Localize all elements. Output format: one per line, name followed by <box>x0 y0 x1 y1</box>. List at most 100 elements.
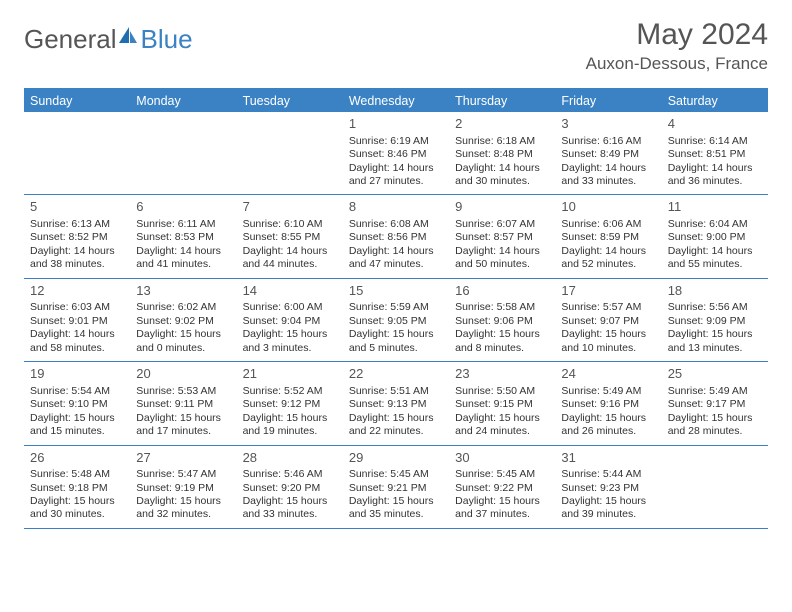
sunrise-text: Sunrise: 6:07 AM <box>455 218 549 231</box>
daylight-text: Daylight: 15 hours and 10 minutes. <box>561 328 655 355</box>
sunrise-text: Sunrise: 6:13 AM <box>30 218 124 231</box>
sunrise-text: Sunrise: 6:19 AM <box>349 135 443 148</box>
day-number: 28 <box>243 450 337 467</box>
daylight-text: Daylight: 15 hours and 19 minutes. <box>243 412 337 439</box>
day-number: 24 <box>561 366 655 383</box>
empty-cell <box>237 112 343 194</box>
day-cell: 12Sunrise: 6:03 AMSunset: 9:01 PMDayligh… <box>24 279 130 361</box>
day-cell: 6Sunrise: 6:11 AMSunset: 8:53 PMDaylight… <box>130 195 236 277</box>
day-number: 25 <box>668 366 762 383</box>
sunrise-text: Sunrise: 5:54 AM <box>30 385 124 398</box>
sunset-text: Sunset: 9:09 PM <box>668 315 762 328</box>
header: General Blue May 2024 Auxon-Dessous, Fra… <box>24 18 768 74</box>
calendar: SundayMondayTuesdayWednesdayThursdayFrid… <box>24 88 768 529</box>
sunset-text: Sunset: 9:01 PM <box>30 315 124 328</box>
sunrise-text: Sunrise: 6:06 AM <box>561 218 655 231</box>
daylight-text: Daylight: 15 hours and 32 minutes. <box>136 495 230 522</box>
sunset-text: Sunset: 9:04 PM <box>243 315 337 328</box>
day-cell: 22Sunrise: 5:51 AMSunset: 9:13 PMDayligh… <box>343 362 449 444</box>
daylight-text: Daylight: 15 hours and 13 minutes. <box>668 328 762 355</box>
sunrise-text: Sunrise: 5:49 AM <box>561 385 655 398</box>
day-number: 10 <box>561 199 655 216</box>
daylight-text: Daylight: 14 hours and 41 minutes. <box>136 245 230 272</box>
day-number: 7 <box>243 199 337 216</box>
sunrise-text: Sunrise: 5:46 AM <box>243 468 337 481</box>
week-row: 19Sunrise: 5:54 AMSunset: 9:10 PMDayligh… <box>24 362 768 445</box>
day-cell: 23Sunrise: 5:50 AMSunset: 9:15 PMDayligh… <box>449 362 555 444</box>
sunrise-text: Sunrise: 6:03 AM <box>30 301 124 314</box>
sunset-text: Sunset: 8:56 PM <box>349 231 443 244</box>
day-number: 9 <box>455 199 549 216</box>
day-cell: 25Sunrise: 5:49 AMSunset: 9:17 PMDayligh… <box>662 362 768 444</box>
location: Auxon-Dessous, France <box>586 54 768 74</box>
sunrise-text: Sunrise: 6:04 AM <box>668 218 762 231</box>
sunrise-text: Sunrise: 6:10 AM <box>243 218 337 231</box>
sunset-text: Sunset: 9:12 PM <box>243 398 337 411</box>
sunrise-text: Sunrise: 5:45 AM <box>455 468 549 481</box>
sunrise-text: Sunrise: 5:53 AM <box>136 385 230 398</box>
sunset-text: Sunset: 9:00 PM <box>668 231 762 244</box>
sunrise-text: Sunrise: 6:00 AM <box>243 301 337 314</box>
empty-cell <box>130 112 236 194</box>
day-number: 8 <box>349 199 443 216</box>
title-block: May 2024 Auxon-Dessous, France <box>586 18 768 74</box>
sunset-text: Sunset: 9:21 PM <box>349 482 443 495</box>
week-row: 1 Sunrise: 6:19 AMSunset: 8:46 PM Daylight… <box>24 112 768 195</box>
sunrise-text: Sunrise: 5:49 AM <box>668 385 762 398</box>
daylight-text: Daylight: 14 hours and 36 minutes. <box>668 162 762 189</box>
weeks-container: 1 Sunrise: 6:19 AMSunset: 8:46 PM Daylight… <box>24 112 768 529</box>
sunset-text: Sunset: 9:22 PM <box>455 482 549 495</box>
sunrise-text: Sunrise: 5:59 AM <box>349 301 443 314</box>
sunset-text: Sunset: 8:55 PM <box>243 231 337 244</box>
day-number: 21 <box>243 366 337 383</box>
day-number: 22 <box>349 366 443 383</box>
day-number: 4 <box>668 116 762 133</box>
daylight-text: Daylight: 14 hours and 30 minutes. <box>455 162 549 189</box>
day-cell: 26Sunrise: 5:48 AMSunset: 9:18 PMDayligh… <box>24 446 130 528</box>
daylight-text: Daylight: 15 hours and 0 minutes. <box>136 328 230 355</box>
day-number: 16 <box>455 283 549 300</box>
day-number: 1 <box>349 116 443 133</box>
sunset-text: Sunset: 9:19 PM <box>136 482 230 495</box>
day-cell: 21Sunrise: 5:52 AMSunset: 9:12 PMDayligh… <box>237 362 343 444</box>
daylight-text: Daylight: 15 hours and 30 minutes. <box>30 495 124 522</box>
sunset-text: Sunset: 9:05 PM <box>349 315 443 328</box>
daylight-text: Daylight: 15 hours and 5 minutes. <box>349 328 443 355</box>
day-cell: 27Sunrise: 5:47 AMSunset: 9:19 PMDayligh… <box>130 446 236 528</box>
day-cell: 1Sunrise: 6:19 AMSunset: 8:46 PMDaylight… <box>343 112 449 194</box>
daylight-text: Daylight: 15 hours and 39 minutes. <box>561 495 655 522</box>
sunset-text: Sunset: 8:57 PM <box>455 231 549 244</box>
weekday-header: Monday <box>130 90 236 112</box>
brand-text-2: Blue <box>141 24 193 55</box>
day-number: 29 <box>349 450 443 467</box>
day-number: 31 <box>561 450 655 467</box>
day-number: 3 <box>561 116 655 133</box>
daylight-text: Daylight: 14 hours and 52 minutes. <box>561 245 655 272</box>
sunrise-text: Sunrise: 5:45 AM <box>349 468 443 481</box>
sunset-text: Sunset: 9:07 PM <box>561 315 655 328</box>
sunset-text: Sunset: 9:10 PM <box>30 398 124 411</box>
day-cell: 17Sunrise: 5:57 AMSunset: 9:07 PMDayligh… <box>555 279 661 361</box>
brand-logo: General Blue <box>24 18 193 55</box>
sunrise-text: Sunrise: 5:58 AM <box>455 301 549 314</box>
day-number: 30 <box>455 450 549 467</box>
daylight-text: Daylight: 15 hours and 15 minutes. <box>30 412 124 439</box>
sunrise-text: Sunrise: 6:18 AM <box>455 135 549 148</box>
sunset-text: Sunset: 9:16 PM <box>561 398 655 411</box>
day-cell: 15Sunrise: 5:59 AMSunset: 9:05 PMDayligh… <box>343 279 449 361</box>
day-number: 2 <box>455 116 549 133</box>
sunset-text: Sunset: 9:13 PM <box>349 398 443 411</box>
week-row: 12Sunrise: 6:03 AMSunset: 9:01 PMDayligh… <box>24 279 768 362</box>
week-row: 5Sunrise: 6:13 AMSunset: 8:52 PMDaylight… <box>24 195 768 278</box>
sunrise-text: Sunrise: 6:08 AM <box>349 218 443 231</box>
sunset-text: Sunset: 8:46 PM <box>349 148 443 161</box>
day-cell: 3Sunrise: 6:16 AMSunset: 8:49 PMDaylight… <box>555 112 661 194</box>
daylight-text: Daylight: 15 hours and 22 minutes. <box>349 412 443 439</box>
empty-cell <box>662 446 768 528</box>
day-number: 27 <box>136 450 230 467</box>
sunset-text: Sunset: 8:49 PM <box>561 148 655 161</box>
brand-text-1: General <box>24 24 117 55</box>
sunset-text: Sunset: 8:51 PM <box>668 148 762 161</box>
weekday-header: Thursday <box>449 90 555 112</box>
daylight-text: Daylight: 15 hours and 3 minutes. <box>243 328 337 355</box>
